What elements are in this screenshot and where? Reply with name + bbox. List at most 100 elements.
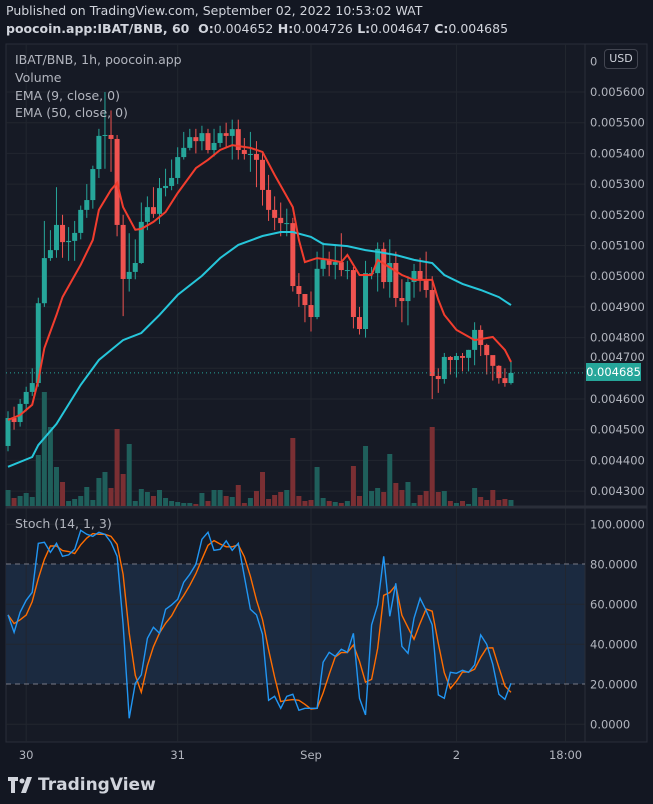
volume-bar (441, 491, 447, 506)
legend-ema50[interactable]: EMA (50, close, 0) (15, 105, 128, 120)
volume-bar (405, 482, 411, 506)
volume-bar (229, 497, 235, 506)
volume-bar (247, 498, 253, 506)
volume-bar (23, 493, 29, 506)
high-value: 0.004726 (293, 21, 353, 36)
volume-bar (447, 501, 453, 506)
last-price-badge: 0.004685 (586, 363, 641, 381)
volume-bar (108, 488, 114, 506)
candle-body (393, 262, 399, 298)
volume-bar (120, 474, 126, 506)
candle (41, 220, 47, 307)
candle (441, 352, 447, 384)
legend-volume[interactable]: Volume (15, 70, 62, 85)
volume-bar (47, 427, 53, 506)
volume-bar (235, 485, 241, 506)
volume-bar (60, 482, 66, 506)
volume-bar (290, 438, 296, 506)
volume-bar (381, 492, 387, 506)
candle (405, 276, 411, 326)
candle-body (187, 137, 193, 148)
volume-bar (423, 491, 429, 506)
candle-body (96, 135, 102, 170)
currency-button[interactable]: USD (604, 49, 638, 69)
candle-body (17, 403, 23, 423)
volume-bar (157, 490, 162, 506)
stoch-band-fill (6, 564, 585, 684)
candle (187, 128, 193, 151)
candle (247, 131, 253, 172)
volume-bar (369, 491, 375, 506)
candle (217, 125, 223, 148)
candle-body (484, 344, 490, 356)
volume-bar (478, 497, 484, 506)
volume-bar (217, 490, 223, 506)
candle-body (302, 294, 308, 306)
candle (453, 352, 459, 378)
candle-body (78, 209, 84, 233)
volume-bar (411, 503, 417, 506)
candle (344, 260, 350, 280)
time-tick-label: 2 (453, 748, 460, 762)
volume-bars (5, 392, 514, 506)
time-axis[interactable]: 30 31 Sep 2 18:00 (19, 748, 582, 762)
candle-body (320, 259, 326, 269)
legend-ema9[interactable]: EMA (9, close, 0) (15, 88, 120, 103)
price-tick-label: 0.005500 (590, 116, 645, 130)
legend-title[interactable]: IBAT/BNB, 1h, poocoin.app (15, 52, 182, 67)
volume-bar (484, 500, 490, 506)
candle (120, 214, 126, 317)
candle (253, 141, 259, 188)
candle (175, 147, 181, 185)
stoch-tick-label: 20.0000 (590, 677, 638, 691)
candle-body (314, 268, 320, 318)
candle (96, 128, 102, 178)
volume-bar (508, 500, 514, 506)
candle-body (363, 273, 369, 330)
volume-bar (363, 446, 369, 506)
volume-bar (308, 500, 314, 506)
candle-body (47, 250, 53, 259)
volume-bar (199, 493, 205, 506)
volume-bar (344, 501, 350, 506)
candle-body (278, 217, 284, 224)
open-label: O: (198, 21, 214, 36)
low-value: 0.004647 (370, 21, 430, 36)
candle-body (478, 329, 484, 345)
volume-bar (375, 488, 381, 506)
volume-bar (175, 502, 181, 506)
stoch-tick-label: 80.0000 (590, 557, 638, 571)
legend-stoch[interactable]: Stoch (14, 1, 3) (15, 516, 112, 531)
volume-bar (144, 492, 150, 506)
volume-bar (338, 503, 344, 506)
candle-body (5, 418, 11, 446)
ema50-line (7, 231, 512, 468)
candle (169, 159, 175, 191)
volume-bar (393, 483, 399, 506)
candle-body (284, 223, 290, 225)
candle-body (41, 258, 47, 304)
candle-body (11, 418, 17, 423)
price-tick-label: 0.004600 (590, 392, 645, 406)
tradingview-logo[interactable]: TradingView (8, 775, 156, 795)
stoch-axis[interactable]: 100.0000 80.0000 60.0000 40.0000 20.0000 0.00… (590, 517, 645, 731)
price-tick-label: 0.005400 (590, 146, 645, 160)
candle (35, 297, 41, 387)
candle-body (290, 223, 296, 287)
time-tick-label: 31 (170, 748, 185, 762)
volume-bar (278, 492, 284, 506)
volume-bar (453, 503, 459, 506)
volume-bar (490, 490, 496, 506)
candle-body (308, 305, 314, 318)
time-tick-label: 30 (19, 748, 34, 762)
candle-body (150, 207, 156, 214)
volume-bar (53, 467, 59, 506)
candle-body (138, 221, 144, 263)
candle (108, 110, 114, 172)
candle (235, 119, 241, 160)
candle-body (508, 372, 514, 384)
volume-bar (302, 501, 308, 506)
volume-bar (472, 488, 478, 506)
price-axis[interactable]: 0 0.005600 0.005500 0.005400 0.005300 0.00520… (590, 54, 645, 498)
